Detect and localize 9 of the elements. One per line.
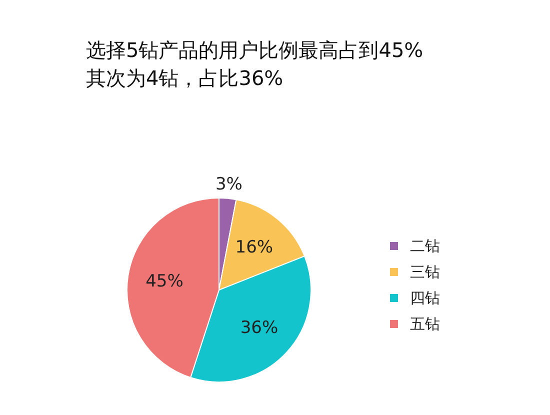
legend-label: 五钻 xyxy=(410,314,440,335)
legend-label: 二钻 xyxy=(410,236,440,257)
data-label: 36% xyxy=(240,318,278,338)
chart-title: 选择5钻产品的用户比例最高占到45% 其次为4钻，占比36% xyxy=(86,37,424,92)
legend-label: 三钻 xyxy=(410,262,440,283)
data-label: 16% xyxy=(235,237,274,258)
legend-label: 四钻 xyxy=(410,288,440,309)
data-label: 45% xyxy=(146,271,184,292)
data-label: 3% xyxy=(215,174,242,194)
